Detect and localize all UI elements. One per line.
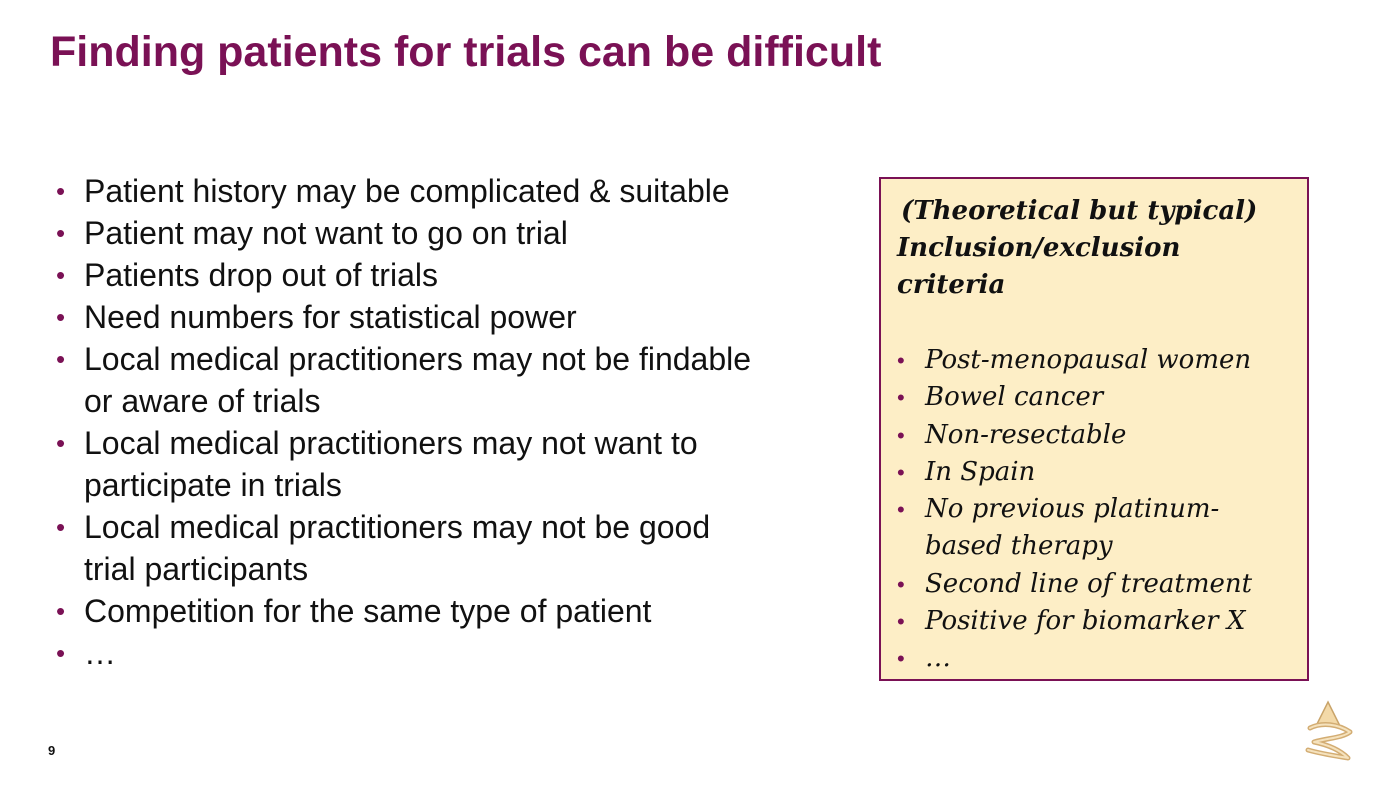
list-item-text: Need numbers for statistical power xyxy=(84,299,577,335)
criteria-item-text: No previous platinum- xyxy=(925,494,1220,525)
criteria-item: • Bowel cancer xyxy=(897,379,1293,416)
criteria-item-text-continued: based therapy xyxy=(925,531,1113,562)
criteria-list: • Post-menopausal women • Bowel cancer • No… xyxy=(897,342,1293,678)
criteria-box-title-line: criteria xyxy=(897,270,1006,300)
criteria-item: • Positive for biomarker X xyxy=(897,603,1293,640)
list-item-text: Competition for the same type of patient xyxy=(84,593,652,629)
bullet-icon: • xyxy=(56,512,66,542)
criteria-item-text: Non-resectable xyxy=(925,419,1127,450)
criteria-item: • Second line of treatment xyxy=(897,566,1293,603)
criteria-item-text: Second line of treatment xyxy=(925,568,1253,599)
list-item: • Patients drop out of trials xyxy=(56,254,846,296)
bullet-icon: • xyxy=(56,428,66,458)
main-bullet-list: • Patient history may be complicated & su… xyxy=(56,170,846,674)
criteria-item: • Non-resectable xyxy=(897,417,1293,454)
criteria-item-text: … xyxy=(925,643,951,674)
bullet-icon: • xyxy=(897,385,905,411)
slide-title: Finding patients for trials can be diffi… xyxy=(50,28,882,76)
bullet-icon: • xyxy=(56,302,66,332)
criteria-box: (Theoretical but typical) Inclusion/excl… xyxy=(879,177,1309,681)
list-item: • Local medical practitioners may not be … xyxy=(56,338,846,422)
bullet-icon: • xyxy=(897,459,905,485)
bullet-icon: • xyxy=(56,344,66,374)
bullet-icon: • xyxy=(897,422,905,448)
list-item: • Patient may not want to go on trial xyxy=(56,212,846,254)
bullet-icon: • xyxy=(897,497,905,523)
criteria-item-text: In Spain xyxy=(925,456,1036,487)
bullet-icon: • xyxy=(56,260,66,290)
list-item: • Need numbers for statistical power xyxy=(56,296,846,338)
page-number: 9 xyxy=(48,743,56,758)
criteria-box-title-line: (Theoretical but typical) xyxy=(901,196,1258,226)
list-item-text-continued: or aware of trials xyxy=(84,383,321,419)
bullet-icon: • xyxy=(897,348,905,373)
list-item-text: Patient history may be complicated & sui… xyxy=(84,173,730,209)
list-item-text-continued: trial participants xyxy=(84,551,309,587)
list-item: •… xyxy=(56,632,846,674)
bullet-icon: • xyxy=(897,609,905,635)
criteria-item: • No previous platinum-based therapy xyxy=(897,491,1293,566)
list-item: • Patient history may be complicated & su… xyxy=(56,170,846,212)
criteria-item-text: Post-menopausal women xyxy=(925,345,1252,375)
list-item-text: Local medical practitioners may not be g… xyxy=(84,509,711,545)
list-item-text-continued: participate in trials xyxy=(84,467,342,503)
company-logo-icon xyxy=(1305,700,1353,761)
criteria-box-title-line: Inclusion/exclusion xyxy=(897,233,1181,263)
list-item-text: Patient may not want to go on trial xyxy=(84,215,568,251)
bullet-icon: • xyxy=(56,176,66,206)
criteria-item-text: Bowel cancer xyxy=(925,382,1104,413)
list-item-text: Local medical practitioners may not be f… xyxy=(84,341,752,377)
list-item-text: … xyxy=(84,635,116,671)
list-item-text: Local medical practitioners may not want… xyxy=(84,425,698,461)
bullet-icon: • xyxy=(897,571,905,597)
bullet-icon: • xyxy=(897,646,905,672)
criteria-item: • In Spain xyxy=(897,454,1293,491)
criteria-item-text: Positive for biomarker X xyxy=(925,606,1246,637)
criteria-item: •… xyxy=(897,640,1293,677)
list-item: • Local medical practitioners may not wan… xyxy=(56,422,846,506)
criteria-item: • Post-menopausal women xyxy=(897,342,1293,379)
bullet-icon: • xyxy=(56,596,66,626)
list-item: • Competition for the same type of patien… xyxy=(56,590,846,632)
bullet-icon: • xyxy=(56,218,66,248)
bullet-icon: • xyxy=(56,638,66,668)
list-item: • Local medical practitioners may not be … xyxy=(56,506,846,590)
list-item-text: Patients drop out of trials xyxy=(84,257,438,293)
